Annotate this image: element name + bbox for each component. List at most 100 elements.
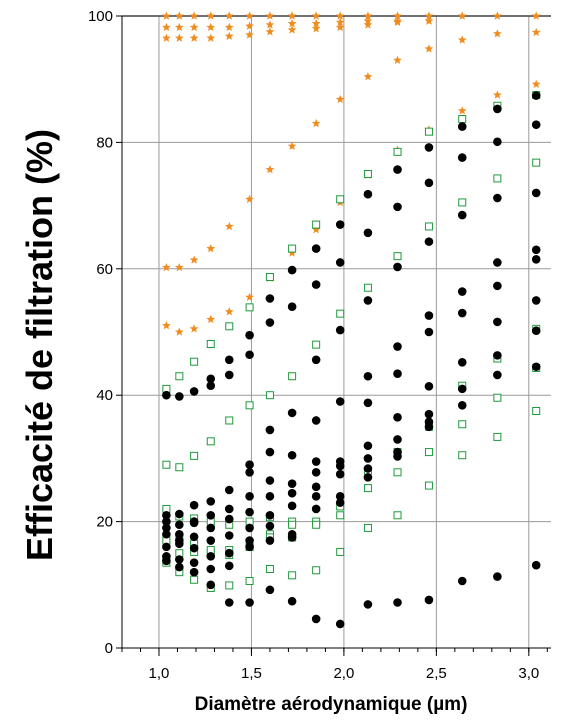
data-point-square xyxy=(190,451,199,460)
data-point-star xyxy=(311,24,321,33)
data-point-square xyxy=(312,340,321,349)
data-point-star xyxy=(245,11,254,20)
data-point-circle xyxy=(531,188,541,198)
data-point-circle xyxy=(224,504,234,514)
data-point-star xyxy=(287,25,297,34)
data-point-circle xyxy=(245,460,254,470)
data-point-star xyxy=(174,33,184,42)
data-point-circle xyxy=(311,416,321,425)
data-point-star xyxy=(265,11,275,20)
data-point-square xyxy=(225,322,234,331)
data-point-star xyxy=(189,255,199,264)
x-tick-label: 2,0 xyxy=(333,665,354,682)
data-point-star xyxy=(174,22,184,32)
data-point-star xyxy=(363,11,373,20)
data-point-circle xyxy=(335,258,345,267)
data-point-circle xyxy=(457,308,467,318)
data-point-circle xyxy=(162,517,171,526)
data-point-circle xyxy=(175,529,184,539)
data-point-circle xyxy=(245,350,254,360)
data-point-circle xyxy=(531,362,541,372)
data-point-circle xyxy=(457,401,467,410)
data-point-star xyxy=(363,20,373,29)
data-point-circle xyxy=(311,614,321,624)
data-point-circle xyxy=(363,600,373,609)
data-point-star xyxy=(162,262,171,272)
data-point-star xyxy=(189,33,199,42)
data-point-square xyxy=(424,222,433,231)
data-point-circle xyxy=(493,258,502,267)
data-point-star xyxy=(287,18,297,28)
data-point-star xyxy=(493,90,502,99)
data-point-circle xyxy=(335,619,345,629)
data-point-star xyxy=(206,11,216,20)
data-point-circle xyxy=(287,408,297,418)
y-tick-label: 40 xyxy=(96,387,113,404)
data-point-circle xyxy=(287,533,297,542)
data-point-star xyxy=(265,20,275,29)
data-point-square xyxy=(458,198,467,207)
data-point-circle xyxy=(424,311,434,320)
data-point-circle xyxy=(335,469,345,479)
data-point-square xyxy=(363,484,372,493)
data-point-circle xyxy=(265,521,275,531)
y-axis-title: Efficacité de filtration (%) xyxy=(19,129,60,561)
data-point-star xyxy=(206,33,216,42)
data-point-circle xyxy=(245,507,254,517)
data-point-circle xyxy=(311,280,321,289)
data-point-star xyxy=(245,30,254,39)
data-point-star xyxy=(493,11,502,20)
data-point-circle xyxy=(265,476,275,485)
data-point-circle xyxy=(335,461,345,471)
data-point-square xyxy=(288,244,297,253)
data-point-square xyxy=(288,520,297,529)
data-point-square xyxy=(336,309,345,318)
data-point-circle xyxy=(206,580,216,590)
data-point-circle xyxy=(424,178,434,188)
data-point-star xyxy=(363,72,373,81)
data-point-star xyxy=(245,292,254,301)
data-point-star xyxy=(162,321,171,330)
data-point-star xyxy=(245,194,254,203)
data-point-star xyxy=(206,22,216,32)
data-point-circle xyxy=(457,576,467,586)
data-point-circle xyxy=(175,555,184,564)
data-point-square xyxy=(424,448,433,457)
data-point-square xyxy=(336,547,345,556)
data-point-circle xyxy=(363,464,373,473)
data-point-circle xyxy=(287,501,297,511)
data-point-circle xyxy=(245,330,254,340)
data-point-circle xyxy=(206,536,216,545)
data-point-circle xyxy=(424,237,434,246)
y-tick-label: 100 xyxy=(88,8,113,25)
data-point-circle xyxy=(206,510,216,520)
data-point-circle xyxy=(287,265,297,275)
data-point-circle xyxy=(265,425,275,435)
data-point-circle xyxy=(493,572,502,581)
data-point-circle xyxy=(335,498,345,507)
data-point-square xyxy=(245,401,254,410)
data-point-square xyxy=(336,195,345,204)
x-tick-label: 3,0 xyxy=(518,665,539,682)
data-point-circle xyxy=(175,562,184,572)
data-point-circle xyxy=(287,450,297,460)
data-point-circle xyxy=(363,189,373,199)
data-point-circle xyxy=(457,384,467,394)
data-point-star xyxy=(224,221,234,231)
data-point-circle xyxy=(265,536,275,545)
data-point-circle xyxy=(457,358,467,367)
data-point-circle xyxy=(457,287,467,296)
data-point-square xyxy=(206,340,215,349)
data-point-circle xyxy=(493,317,502,327)
data-point-circle xyxy=(493,104,502,114)
data-point-circle xyxy=(311,244,321,253)
data-point-square xyxy=(265,565,274,573)
data-point-circle xyxy=(265,294,275,303)
data-point-circle xyxy=(206,374,216,384)
data-point-circle xyxy=(335,397,345,406)
data-point-square xyxy=(363,170,372,178)
data-point-circle xyxy=(311,468,321,477)
data-point-circle xyxy=(162,556,171,566)
data-point-circle xyxy=(335,492,345,501)
